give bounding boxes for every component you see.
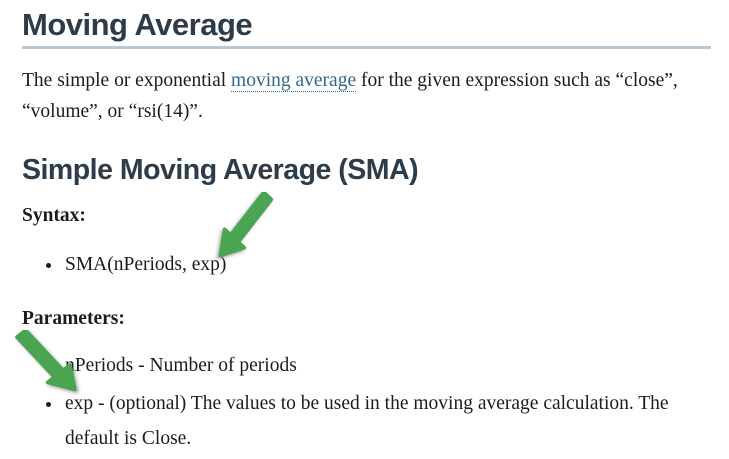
intro-paragraph: The simple or exponential moving average… xyxy=(22,65,711,127)
intro-text-line2: “volume”, or “rsi(14)”. xyxy=(22,101,203,122)
syntax-label: Syntax: xyxy=(22,205,86,226)
parameter-list-item-nperiods: nPeriods - Number of periods xyxy=(63,348,701,383)
syntax-list-item: SMA(nPeriods, exp) xyxy=(63,249,711,280)
parameter-list-item-exp: exp - (optional) The values to be used i… xyxy=(63,386,701,456)
parameters-list: nPeriods - Number of periods exp - (opti… xyxy=(22,348,711,456)
title-divider xyxy=(22,46,711,49)
page-title: Moving Average xyxy=(22,7,253,42)
moving-average-link[interactable]: moving average xyxy=(231,70,357,92)
intro-text-after-link: for the given expression such as “close”… xyxy=(360,70,678,91)
syntax-list: SMA(nPeriods, exp) xyxy=(22,249,711,280)
intro-text-before-link: The simple or exponential xyxy=(22,70,227,91)
sma-section-heading: Simple Moving Average (SMA) xyxy=(22,154,419,186)
parameters-label: Parameters: xyxy=(22,308,125,329)
